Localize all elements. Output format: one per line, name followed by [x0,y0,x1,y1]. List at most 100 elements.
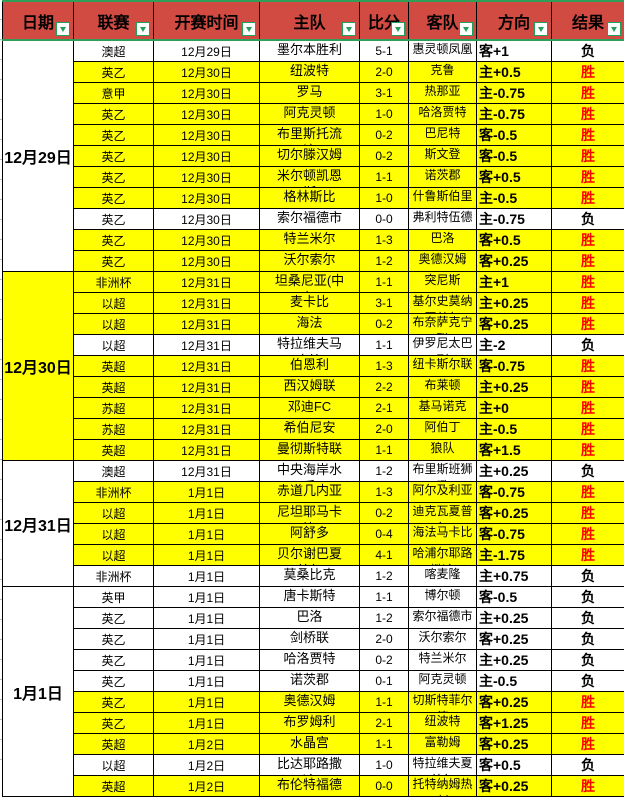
column-header-date[interactable]: 日期 [3,1,74,40]
cell-score[interactable]: 5-1 [360,40,409,62]
cell-home[interactable]: 特拉维夫马卡比 [260,335,360,356]
filter-button-direction[interactable] [534,22,548,36]
cell-time[interactable]: 12月31日 [154,293,260,314]
cell-result[interactable]: 胜 [552,251,624,272]
cell-home[interactable]: 米尔顿凯恩斯 [260,167,360,188]
cell-result[interactable]: 负 [552,629,624,650]
cell-direction[interactable]: 客-0.75 [477,356,552,377]
cell-result[interactable]: 负 [552,755,624,776]
cell-time[interactable]: 12月30日 [154,125,260,146]
cell-direction[interactable]: 客+0.25 [477,503,552,524]
cell-league[interactable]: 以超 [74,503,154,524]
cell-home[interactable]: 曼彻斯特联 [260,440,360,461]
cell-result[interactable]: 负 [552,650,624,671]
cell-league[interactable]: 苏超 [74,398,154,419]
cell-time[interactable]: 1月2日 [154,776,260,797]
cell-home[interactable]: 贝尔谢巴夏普尔 [260,545,360,566]
cell-result[interactable]: 负 [552,671,624,692]
cell-direction[interactable]: 客+0.25 [477,251,552,272]
cell-direction[interactable]: 客+0.25 [477,692,552,713]
cell-time[interactable]: 12月30日 [154,230,260,251]
cell-away[interactable]: 索尔福德市 [409,608,477,629]
cell-score[interactable]: 1-3 [360,356,409,377]
cell-time[interactable]: 1月1日 [154,587,260,608]
cell-home[interactable]: 索尔福德市 [260,209,360,230]
cell-league[interactable]: 英超 [74,734,154,755]
cell-time[interactable]: 1月1日 [154,671,260,692]
cell-home[interactable]: 比达耶路撒冷 [260,755,360,776]
column-header-result[interactable]: 结果 [552,1,624,40]
cell-away[interactable]: 哈洛贾特 [409,104,477,125]
cell-home[interactable]: 海法 [260,314,360,335]
cell-away[interactable]: 克鲁 [409,62,477,83]
cell-score[interactable]: 1-1 [360,734,409,755]
cell-away[interactable]: 海法马卡比 [409,524,477,545]
cell-score[interactable]: 0-2 [360,650,409,671]
cell-away[interactable]: 阿克灵顿 [409,671,477,692]
date-group-cell[interactable]: 12月29日 [3,40,74,272]
cell-score[interactable]: 1-1 [360,587,409,608]
cell-result[interactable]: 胜 [552,440,624,461]
cell-time[interactable]: 12月31日 [154,398,260,419]
cell-league[interactable]: 以超 [74,293,154,314]
cell-direction[interactable]: 主-2 [477,335,552,356]
cell-time[interactable]: 12月30日 [154,251,260,272]
cell-home[interactable]: 坦桑尼亚(中立) [260,272,360,293]
cell-time[interactable]: 12月31日 [154,314,260,335]
cell-direction[interactable]: 客+1 [477,40,552,62]
cell-time[interactable]: 1月2日 [154,755,260,776]
cell-result[interactable]: 胜 [552,62,624,83]
cell-home[interactable]: 布罗姆利 [260,713,360,734]
cell-result[interactable]: 胜 [552,356,624,377]
column-header-score[interactable]: 比分 [360,1,409,40]
cell-home[interactable]: 阿舒多 [260,524,360,545]
cell-direction[interactable]: 主+0.25 [477,608,552,629]
cell-home[interactable]: 中央海岸水手 [260,461,360,482]
cell-league[interactable]: 非洲杯 [74,272,154,293]
cell-time[interactable]: 1月2日 [154,734,260,755]
cell-time[interactable]: 12月30日 [154,83,260,104]
cell-result[interactable]: 胜 [552,713,624,734]
cell-away[interactable]: 弗利特伍德 [409,209,477,230]
cell-league[interactable]: 以超 [74,524,154,545]
cell-away[interactable]: 纽卡斯尔联 [409,356,477,377]
cell-home[interactable]: 格林斯比 [260,188,360,209]
cell-league[interactable]: 英乙 [74,209,154,230]
cell-home[interactable]: 诺茨郡 [260,671,360,692]
cell-time[interactable]: 12月31日 [154,440,260,461]
cell-home[interactable]: 切尔滕汉姆 [260,146,360,167]
cell-time[interactable]: 12月31日 [154,356,260,377]
cell-home[interactable]: 巴洛 [260,608,360,629]
cell-score[interactable]: 3-1 [360,293,409,314]
cell-direction[interactable]: 主-0.75 [477,104,552,125]
cell-time[interactable]: 12月31日 [154,419,260,440]
cell-league[interactable]: 英乙 [74,251,154,272]
cell-league[interactable]: 意甲 [74,83,154,104]
cell-home[interactable]: 墨尔本胜利 [260,40,360,62]
cell-result[interactable]: 胜 [552,734,624,755]
cell-away[interactable]: 喀麦隆 [409,566,477,587]
filter-button-time[interactable] [242,22,256,36]
cell-direction[interactable]: 主-0.75 [477,209,552,230]
cell-result[interactable]: 胜 [552,314,624,335]
cell-away[interactable]: 基尔史莫纳夏普尔 [409,293,477,314]
cell-league[interactable]: 英乙 [74,629,154,650]
filter-button-score[interactable] [391,22,405,36]
column-header-away[interactable]: 客队 [409,1,477,40]
cell-league[interactable]: 英乙 [74,188,154,209]
cell-league[interactable]: 英乙 [74,62,154,83]
cell-direction[interactable]: 主-0.75 [477,83,552,104]
cell-away[interactable]: 巴洛 [409,230,477,251]
cell-score[interactable]: 1-1 [360,692,409,713]
cell-home[interactable]: 特兰米尔 [260,230,360,251]
cell-time[interactable]: 12月31日 [154,461,260,482]
cell-home[interactable]: 赤道几内亚 [260,482,360,503]
cell-direction[interactable]: 客+1.5 [477,440,552,461]
cell-home[interactable]: 布伦特福德 [260,776,360,797]
cell-score[interactable]: 0-2 [360,314,409,335]
cell-time[interactable]: 12月29日 [154,40,260,62]
cell-score[interactable]: 0-1 [360,671,409,692]
cell-league[interactable]: 以超 [74,335,154,356]
column-header-time[interactable]: 开赛时间 [154,1,260,40]
cell-away[interactable]: 惠灵顿凤凰 [409,40,477,62]
